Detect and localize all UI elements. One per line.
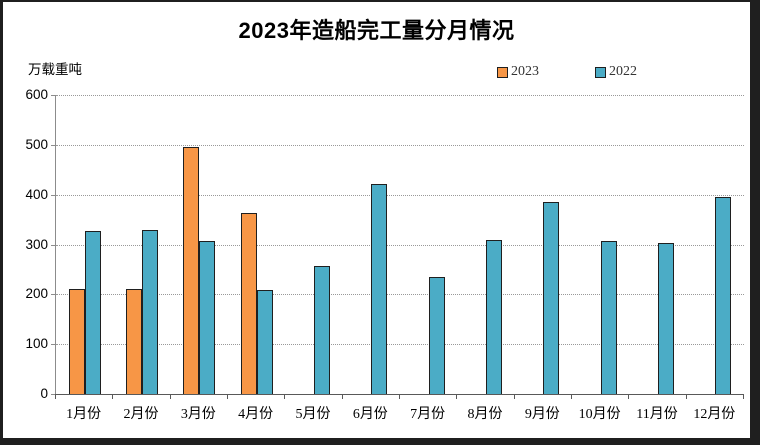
x-tick-label-11: 11月份: [636, 407, 678, 422]
legend-swatch-2023-icon: [497, 66, 508, 78]
x-axis-tick: [571, 394, 572, 399]
x-tick-label-5: 5月份: [295, 407, 331, 422]
y-axis-tick: [51, 244, 55, 246]
y-axis-tick: [51, 344, 55, 346]
x-axis-tick: [399, 394, 400, 399]
bar-2022-4月份: [256, 289, 273, 394]
x-tick-label-2: 2月份: [123, 407, 159, 422]
x-axis-tick: [628, 394, 629, 399]
bar-2022-10月份: [600, 240, 617, 394]
bar-2022-11月份: [658, 242, 674, 394]
y-axis-tick: [51, 144, 55, 146]
gridline-300: [56, 244, 744, 246]
x-tick-label-3: 3月份: [180, 407, 216, 422]
x-tick-label-7: 7月份: [410, 407, 446, 422]
legend-label-2023: 2023: [511, 64, 539, 79]
x-axis-tick: [456, 394, 457, 399]
x-axis-tick: [112, 394, 113, 399]
y-tick-label-500: 500: [25, 136, 48, 152]
x-tick-label-6: 6月份: [352, 407, 388, 422]
x-axis-tick: [227, 394, 228, 399]
x-tick-label-1: 1月份: [66, 407, 102, 422]
x-tick-label-10: 10月份: [578, 407, 621, 422]
bar-2022-8月份: [486, 240, 502, 394]
x-tick-label-4: 4月份: [238, 407, 274, 422]
x-tick-label-9: 9月份: [524, 407, 560, 422]
gridline-100: [56, 344, 744, 346]
bar-2022-7月份: [428, 276, 445, 394]
y-tick-label-400: 400: [25, 186, 48, 202]
y-tick-label-200: 200: [25, 286, 48, 302]
x-axis-tick: [55, 394, 56, 399]
y-axis-tick: [51, 394, 55, 395]
y-axis-unit-label: 万载重吨: [28, 62, 82, 77]
y-axis-tick: [51, 294, 55, 296]
bar-2023-1月份: [68, 288, 85, 394]
gridline-600: [56, 95, 744, 96]
bar-2023-2月份: [126, 288, 142, 394]
bar-2022-12月份: [715, 197, 732, 394]
x-axis-tick: [686, 394, 687, 399]
x-axis-tick: [284, 394, 285, 399]
bar-2022-5月份: [314, 266, 330, 394]
x-axis-tick: [170, 394, 171, 399]
bar-2023-3月份: [183, 147, 200, 394]
x-tick-label-8: 8月份: [467, 407, 503, 422]
gridline-200: [56, 294, 744, 296]
chart-title: 2023年造船完工量分月情况: [238, 18, 515, 43]
bar-2022-3月份: [199, 240, 216, 394]
gridline-400: [56, 194, 744, 196]
y-axis-tick: [51, 194, 55, 196]
y-tick-label-100: 100: [25, 336, 48, 352]
y-tick-label-300: 300: [25, 236, 48, 252]
x-axis-tick: [743, 394, 744, 399]
y-tick-label-600: 600: [25, 87, 48, 102]
legend-swatch-2022-icon: [595, 66, 606, 78]
y-tick-label-0: 0: [40, 386, 48, 401]
x-axis-tick: [342, 394, 343, 399]
bar-2022-6月份: [371, 184, 388, 394]
bar-2022-9月份: [543, 202, 560, 394]
legend-label-2022: 2022: [609, 64, 637, 79]
plot-area: [55, 95, 744, 395]
legend: 2023 2022: [497, 64, 637, 80]
x-tick-label-12: 12月份: [693, 407, 736, 422]
bar-2022-2月份: [142, 230, 158, 394]
y-axis-tick: [51, 95, 55, 96]
legend-item-2022: 2022: [595, 64, 637, 80]
bar-2023-4月份: [240, 213, 257, 394]
legend-item-2023: 2023: [497, 64, 539, 80]
gridline-500: [56, 144, 744, 146]
bar-2022-1月份: [84, 231, 101, 394]
x-axis: 1月份 2月份 3月份 4月份 5月份 6月份 7月份 8月份 9月份 10月份 11月份 12月份: [55, 403, 743, 423]
x-axis-tick: [514, 394, 515, 399]
